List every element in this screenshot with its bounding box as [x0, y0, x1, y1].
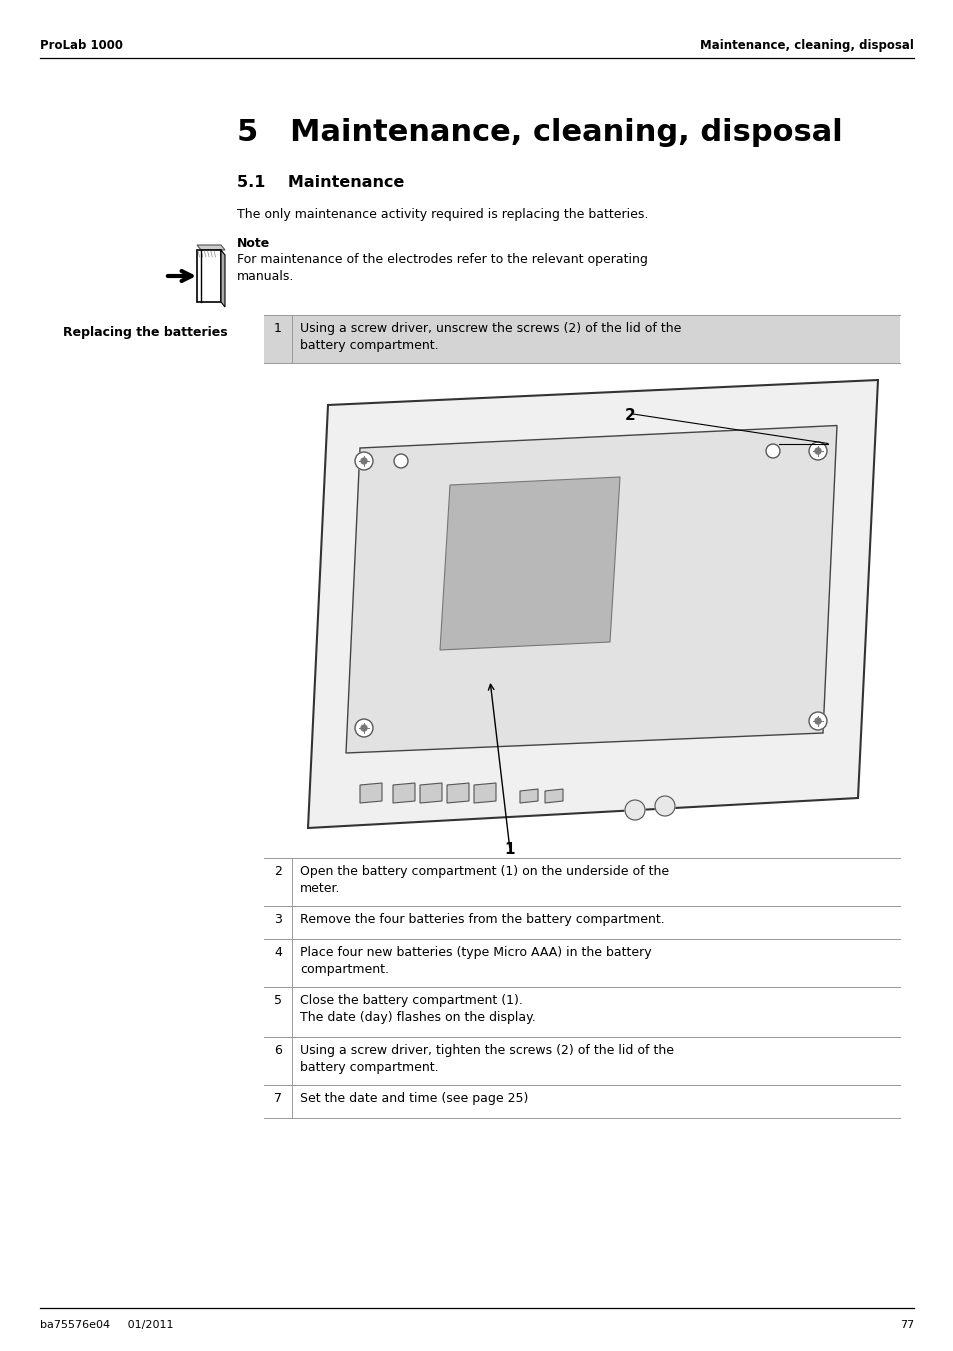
Text: Open the battery compartment (1) on the underside of the
meter.: Open the battery compartment (1) on the … — [299, 865, 668, 894]
Polygon shape — [221, 250, 225, 307]
Text: 1: 1 — [274, 322, 282, 335]
Text: 1: 1 — [504, 842, 515, 857]
Circle shape — [814, 717, 821, 724]
Circle shape — [808, 712, 826, 730]
Text: ProLab 1000: ProLab 1000 — [40, 39, 123, 51]
Text: Using a screw driver, unscrew the screws (2) of the lid of the
battery compartme: Using a screw driver, unscrew the screws… — [299, 322, 680, 353]
Text: The only maintenance activity required is replacing the batteries.: The only maintenance activity required i… — [236, 208, 648, 222]
Text: 5: 5 — [274, 994, 282, 1006]
Text: 6: 6 — [274, 1044, 282, 1056]
Text: Remove the four batteries from the battery compartment.: Remove the four batteries from the batte… — [299, 913, 664, 925]
Text: For maintenance of the electrodes refer to the relevant operating
manuals.: For maintenance of the electrodes refer … — [236, 253, 647, 282]
Polygon shape — [308, 380, 877, 828]
Text: 5   Maintenance, cleaning, disposal: 5 Maintenance, cleaning, disposal — [236, 118, 841, 147]
Polygon shape — [519, 789, 537, 802]
Text: Close the battery compartment (1).
The date (day) flashes on the display.: Close the battery compartment (1). The d… — [299, 994, 536, 1024]
Polygon shape — [447, 784, 469, 802]
Polygon shape — [346, 426, 836, 753]
Polygon shape — [544, 789, 562, 802]
Text: Using a screw driver, tighten the screws (2) of the lid of the
battery compartme: Using a screw driver, tighten the screws… — [299, 1044, 673, 1074]
Circle shape — [765, 444, 780, 458]
Bar — [264, 315, 899, 363]
Text: Set the date and time (see page 25): Set the date and time (see page 25) — [299, 1092, 528, 1105]
Circle shape — [355, 453, 373, 470]
Text: 3: 3 — [274, 913, 282, 925]
Text: 4: 4 — [274, 946, 282, 959]
Text: Replacing the batteries: Replacing the batteries — [63, 326, 227, 339]
Text: Maintenance, cleaning, disposal: Maintenance, cleaning, disposal — [700, 39, 913, 51]
Text: 7: 7 — [274, 1092, 282, 1105]
Text: 5.1    Maintenance: 5.1 Maintenance — [236, 176, 404, 190]
Circle shape — [355, 719, 373, 738]
Text: 2: 2 — [274, 865, 282, 878]
Circle shape — [394, 454, 408, 467]
Polygon shape — [196, 245, 225, 250]
Text: Place four new batteries (type Micro AAA) in the battery
compartment.: Place four new batteries (type Micro AAA… — [299, 946, 651, 975]
Polygon shape — [393, 784, 415, 802]
Circle shape — [814, 449, 821, 454]
Circle shape — [655, 796, 675, 816]
Text: 77: 77 — [899, 1320, 913, 1329]
Text: Note: Note — [236, 236, 270, 250]
Bar — [196, 250, 221, 303]
Text: ba75576e04     01/2011: ba75576e04 01/2011 — [40, 1320, 173, 1329]
Circle shape — [808, 442, 826, 459]
Polygon shape — [419, 784, 441, 802]
Polygon shape — [439, 477, 619, 650]
Circle shape — [360, 725, 367, 731]
Polygon shape — [474, 784, 496, 802]
Text: 2: 2 — [624, 408, 635, 423]
Circle shape — [624, 800, 644, 820]
Polygon shape — [359, 784, 381, 802]
Circle shape — [360, 458, 367, 463]
